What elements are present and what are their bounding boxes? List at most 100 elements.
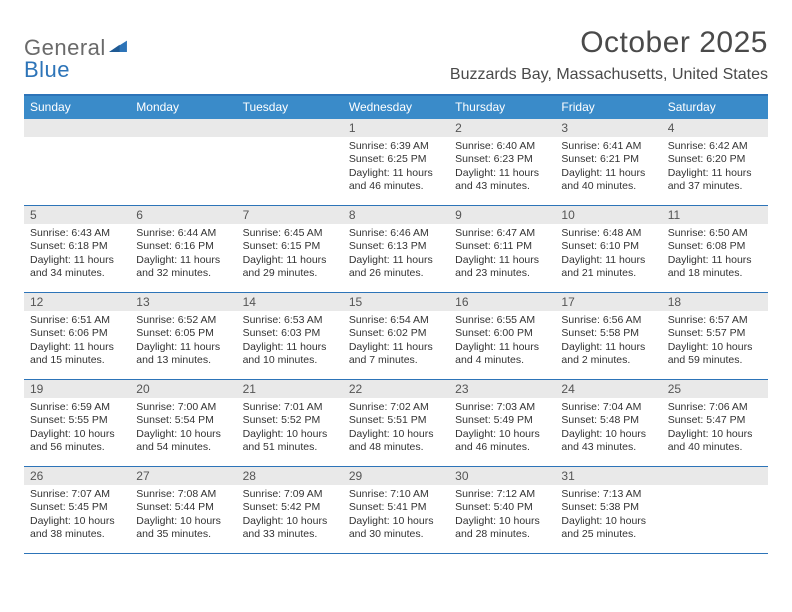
daylight-line2: and 51 minutes. <box>243 441 337 454</box>
day-cell: 14Sunrise: 6:53 AMSunset: 6:03 PMDayligh… <box>237 293 343 379</box>
daylight-line1: Daylight: 11 hours <box>349 254 443 267</box>
sunset: Sunset: 5:57 PM <box>668 327 762 340</box>
sunset: Sunset: 6:00 PM <box>455 327 549 340</box>
day-body: Sunrise: 7:00 AMSunset: 5:54 PMDaylight:… <box>130 398 236 459</box>
sunset: Sunset: 5:55 PM <box>30 414 124 427</box>
day-cell <box>24 119 130 205</box>
day-body: Sunrise: 6:40 AMSunset: 6:23 PMDaylight:… <box>449 137 555 198</box>
month-title: October 2025 <box>450 26 768 60</box>
sunset: Sunset: 5:51 PM <box>349 414 443 427</box>
sunrise: Sunrise: 6:46 AM <box>349 227 443 240</box>
day-number <box>130 119 236 137</box>
sunrise: Sunrise: 7:01 AM <box>243 401 337 414</box>
day-number: 14 <box>237 293 343 311</box>
daylight-line1: Daylight: 11 hours <box>668 167 762 180</box>
day-cell: 20Sunrise: 7:00 AMSunset: 5:54 PMDayligh… <box>130 380 236 466</box>
sunrise: Sunrise: 6:48 AM <box>561 227 655 240</box>
day-cell: 4Sunrise: 6:42 AMSunset: 6:20 PMDaylight… <box>662 119 768 205</box>
week-row: 19Sunrise: 6:59 AMSunset: 5:55 PMDayligh… <box>24 380 768 467</box>
day-number: 15 <box>343 293 449 311</box>
day-cell <box>130 119 236 205</box>
sunset: Sunset: 5:58 PM <box>561 327 655 340</box>
daylight-line1: Daylight: 11 hours <box>243 341 337 354</box>
day-body: Sunrise: 6:44 AMSunset: 6:16 PMDaylight:… <box>130 224 236 285</box>
daylight-line1: Daylight: 10 hours <box>136 515 230 528</box>
daylight-line2: and 15 minutes. <box>30 354 124 367</box>
sunset: Sunset: 5:54 PM <box>136 414 230 427</box>
daylight-line2: and 13 minutes. <box>136 354 230 367</box>
daylight-line2: and 40 minutes. <box>561 180 655 193</box>
day-body: Sunrise: 7:09 AMSunset: 5:42 PMDaylight:… <box>237 485 343 546</box>
day-body: Sunrise: 7:07 AMSunset: 5:45 PMDaylight:… <box>24 485 130 546</box>
day-number: 8 <box>343 206 449 224</box>
day-number: 1 <box>343 119 449 137</box>
sunrise: Sunrise: 6:52 AM <box>136 314 230 327</box>
day-cell: 8Sunrise: 6:46 AMSunset: 6:13 PMDaylight… <box>343 206 449 292</box>
daylight-line2: and 33 minutes. <box>243 528 337 541</box>
daylight-line2: and 40 minutes. <box>668 441 762 454</box>
day-cell: 7Sunrise: 6:45 AMSunset: 6:15 PMDaylight… <box>237 206 343 292</box>
day-body: Sunrise: 6:46 AMSunset: 6:13 PMDaylight:… <box>343 224 449 285</box>
day-cell: 26Sunrise: 7:07 AMSunset: 5:45 PMDayligh… <box>24 467 130 553</box>
daylight-line2: and 28 minutes. <box>455 528 549 541</box>
day-body: Sunrise: 6:39 AMSunset: 6:25 PMDaylight:… <box>343 137 449 198</box>
sunrise: Sunrise: 7:04 AM <box>561 401 655 414</box>
day-body: Sunrise: 6:50 AMSunset: 6:08 PMDaylight:… <box>662 224 768 285</box>
daylight-line2: and 46 minutes. <box>349 180 443 193</box>
dow-thu: Thursday <box>449 96 555 119</box>
sunrise: Sunrise: 6:57 AM <box>668 314 762 327</box>
daylight-line1: Daylight: 10 hours <box>349 428 443 441</box>
day-body: Sunrise: 7:06 AMSunset: 5:47 PMDaylight:… <box>662 398 768 459</box>
day-number: 19 <box>24 380 130 398</box>
logo: GeneralBlue <box>24 32 128 83</box>
sunrise: Sunrise: 7:03 AM <box>455 401 549 414</box>
daylight-line2: and 46 minutes. <box>455 441 549 454</box>
sunset: Sunset: 5:40 PM <box>455 501 549 514</box>
day-body: Sunrise: 6:54 AMSunset: 6:02 PMDaylight:… <box>343 311 449 372</box>
sunset: Sunset: 6:23 PM <box>455 153 549 166</box>
daylight-line2: and 26 minutes. <box>349 267 443 280</box>
day-body: Sunrise: 6:56 AMSunset: 5:58 PMDaylight:… <box>555 311 661 372</box>
sunrise: Sunrise: 6:40 AM <box>455 140 549 153</box>
dow-sun: Sunday <box>24 96 130 119</box>
sunset: Sunset: 5:44 PM <box>136 501 230 514</box>
daylight-line2: and 37 minutes. <box>668 180 762 193</box>
day-body: Sunrise: 7:12 AMSunset: 5:40 PMDaylight:… <box>449 485 555 546</box>
day-body: Sunrise: 6:47 AMSunset: 6:11 PMDaylight:… <box>449 224 555 285</box>
sunset: Sunset: 5:47 PM <box>668 414 762 427</box>
daylight-line1: Daylight: 10 hours <box>243 428 337 441</box>
daylight-line1: Daylight: 11 hours <box>561 254 655 267</box>
day-number: 17 <box>555 293 661 311</box>
sunset: Sunset: 6:03 PM <box>243 327 337 340</box>
day-cell: 11Sunrise: 6:50 AMSunset: 6:08 PMDayligh… <box>662 206 768 292</box>
sunset: Sunset: 6:18 PM <box>30 240 124 253</box>
daylight-line1: Daylight: 11 hours <box>349 167 443 180</box>
day-body: Sunrise: 7:08 AMSunset: 5:44 PMDaylight:… <box>130 485 236 546</box>
day-number: 24 <box>555 380 661 398</box>
day-body: Sunrise: 6:57 AMSunset: 5:57 PMDaylight:… <box>662 311 768 372</box>
dow-tue: Tuesday <box>237 96 343 119</box>
sunset: Sunset: 6:21 PM <box>561 153 655 166</box>
day-cell <box>237 119 343 205</box>
daylight-line1: Daylight: 11 hours <box>561 341 655 354</box>
day-number: 30 <box>449 467 555 485</box>
daylight-line1: Daylight: 11 hours <box>243 254 337 267</box>
sunrise: Sunrise: 7:00 AM <box>136 401 230 414</box>
sunset: Sunset: 6:05 PM <box>136 327 230 340</box>
day-body: Sunrise: 6:42 AMSunset: 6:20 PMDaylight:… <box>662 137 768 198</box>
day-cell: 23Sunrise: 7:03 AMSunset: 5:49 PMDayligh… <box>449 380 555 466</box>
day-cell: 19Sunrise: 6:59 AMSunset: 5:55 PMDayligh… <box>24 380 130 466</box>
day-cell: 2Sunrise: 6:40 AMSunset: 6:23 PMDaylight… <box>449 119 555 205</box>
daylight-line2: and 29 minutes. <box>243 267 337 280</box>
day-cell: 3Sunrise: 6:41 AMSunset: 6:21 PMDaylight… <box>555 119 661 205</box>
day-number: 22 <box>343 380 449 398</box>
daylight-line1: Daylight: 11 hours <box>455 341 549 354</box>
day-cell: 5Sunrise: 6:43 AMSunset: 6:18 PMDaylight… <box>24 206 130 292</box>
day-cell: 15Sunrise: 6:54 AMSunset: 6:02 PMDayligh… <box>343 293 449 379</box>
daylight-line2: and 2 minutes. <box>561 354 655 367</box>
day-number: 27 <box>130 467 236 485</box>
daylight-line1: Daylight: 11 hours <box>455 254 549 267</box>
day-cell: 10Sunrise: 6:48 AMSunset: 6:10 PMDayligh… <box>555 206 661 292</box>
day-cell: 13Sunrise: 6:52 AMSunset: 6:05 PMDayligh… <box>130 293 236 379</box>
sunrise: Sunrise: 6:50 AM <box>668 227 762 240</box>
